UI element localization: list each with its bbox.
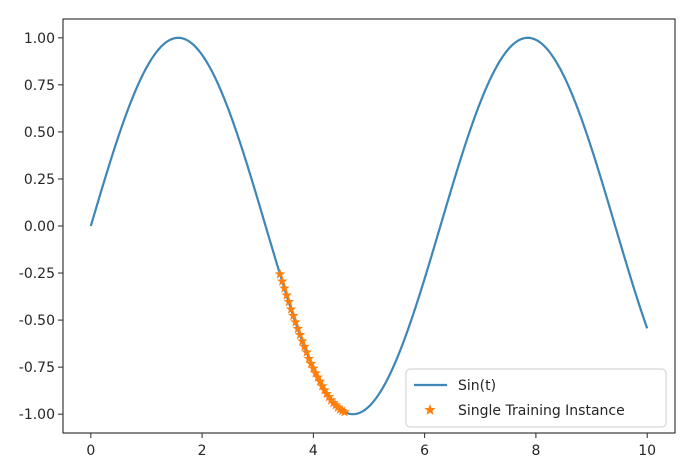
- y-tick-label: -0.75: [19, 360, 55, 376]
- training-instance-marker: [312, 371, 324, 382]
- training-instance-marker: [308, 362, 319, 373]
- plot-area: [89, 36, 649, 417]
- legend-label-sin: Sin(t): [458, 378, 496, 394]
- training-instance-marker: [317, 380, 328, 391]
- y-tick-label: 0.75: [24, 78, 55, 94]
- training-instance-marker: [279, 282, 290, 293]
- training-instance-marker: [325, 394, 337, 405]
- y-tick-label: 1.00: [24, 31, 55, 47]
- training-instance-marker: [328, 397, 339, 408]
- x-tick-label: 8: [531, 443, 540, 459]
- training-instance-marker: [319, 384, 330, 395]
- training-instance-marker: [274, 268, 286, 279]
- training-instance-marker: [323, 391, 335, 402]
- legend-label-training: Single Training Instance: [458, 403, 625, 419]
- y-tick-label: -0.50: [19, 313, 55, 329]
- training-instance-marker: [281, 289, 292, 300]
- x-tick-label: 10: [638, 443, 656, 459]
- training-instance-marker: [332, 401, 344, 412]
- training-instance-marker: [303, 353, 315, 364]
- y-tick-label: -1.00: [19, 407, 55, 423]
- training-instance-marker: [299, 341, 310, 352]
- series-line-sin: [89, 36, 649, 416]
- y-tick-label: 0.00: [24, 219, 55, 235]
- training-instance-marker: [290, 316, 301, 327]
- y-axis: 1.00 0.75 0.50 0.25 0.00 -0.25 -0.50 -0.75 -1.00: [19, 31, 63, 423]
- legend: Sin(t) Single Training Instance: [405, 368, 667, 428]
- training-instance-marker: [330, 399, 341, 410]
- training-instance-marker: [294, 329, 306, 340]
- training-instance-marker: [292, 323, 304, 334]
- x-tick-label: 6: [420, 443, 429, 459]
- training-instance-marker: [285, 303, 297, 314]
- legend-swatch-training: [424, 404, 436, 415]
- training-instance-marker: [297, 335, 308, 346]
- training-instance-marker: [314, 375, 326, 386]
- x-tick-label: 4: [309, 443, 318, 459]
- training-instance-marker: [301, 346, 312, 357]
- training-instance-marker: [305, 358, 317, 369]
- x-tick-label: 0: [86, 443, 95, 459]
- training-instance-marker: [276, 275, 288, 286]
- y-tick-label: -0.25: [19, 266, 55, 282]
- training-instance-marker: [288, 310, 299, 321]
- training-instance-marker: [334, 403, 346, 414]
- training-instance-marker: [310, 367, 321, 378]
- training-instance-marker: [283, 296, 295, 307]
- y-tick-label: 0.25: [24, 172, 55, 188]
- training-instance-marker: [337, 405, 348, 416]
- legend-box: [405, 368, 667, 428]
- x-axis: 0 2 4 6 8 10: [86, 433, 656, 459]
- training-instance-marker: [339, 406, 350, 417]
- y-tick-label: 0.50: [24, 125, 55, 141]
- x-tick-label: 2: [198, 443, 207, 459]
- training-instance-marker: [321, 388, 332, 399]
